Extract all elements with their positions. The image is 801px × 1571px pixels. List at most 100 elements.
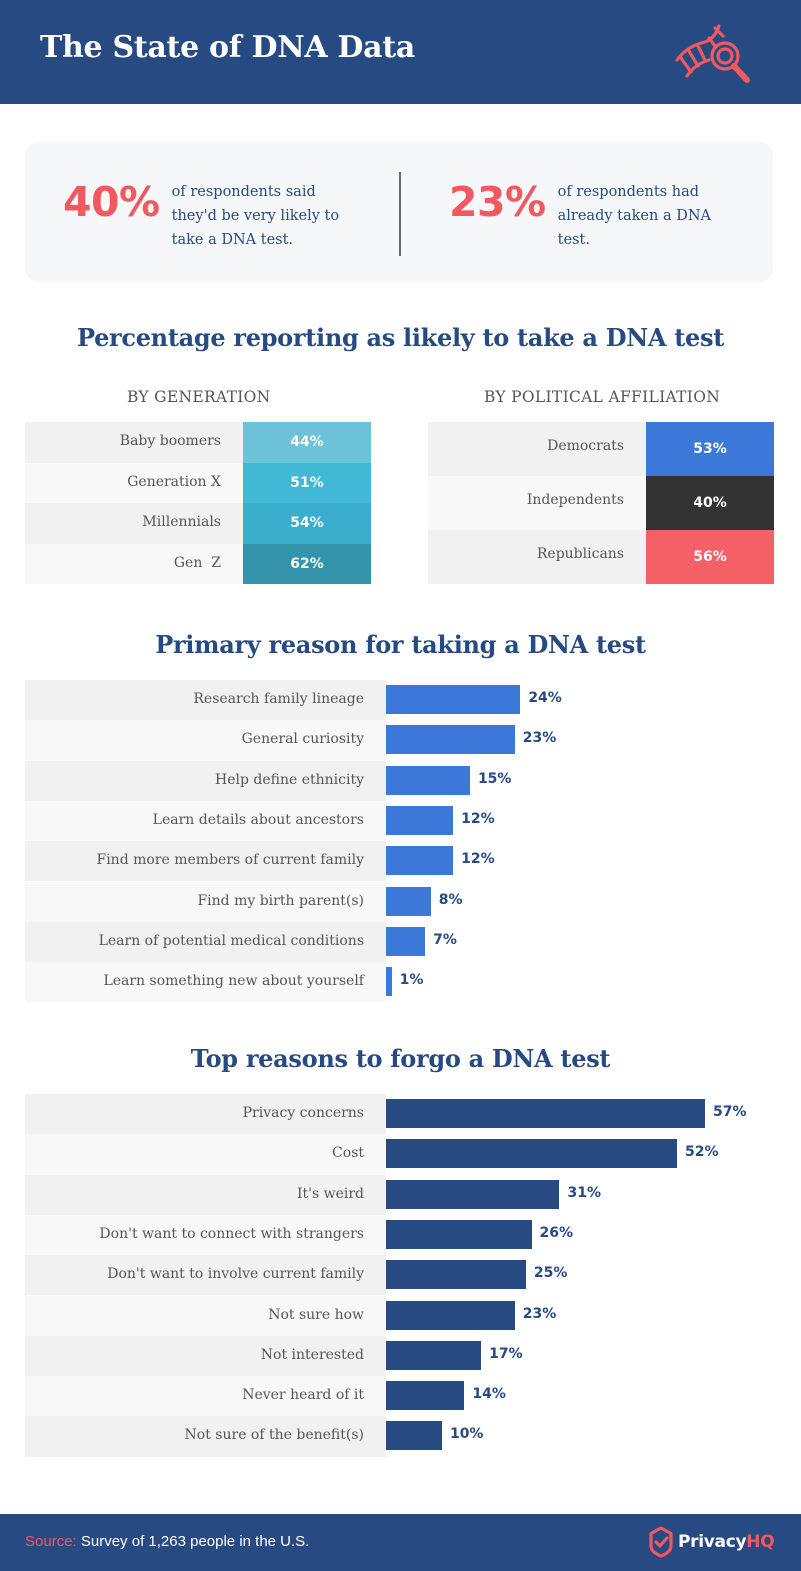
primary-reason-value-label: 12% — [461, 810, 495, 827]
forgo-reason-label: Don't want to connect with strangers — [99, 1225, 364, 1242]
primary-reason-label: General curiosity — [241, 731, 364, 748]
primary-reason-row — [25, 841, 386, 882]
primary-reason-bar — [386, 765, 470, 795]
forgo-reason-value-label: 25% — [533, 1265, 568, 1282]
generation-value-cell: 62% — [243, 543, 371, 584]
forgo-reason-bar — [386, 1421, 442, 1451]
logo-accent-text: HQ — [746, 1532, 775, 1552]
page-title: The State of DNA Data — [40, 30, 415, 65]
privacyhq-logo: PrivacyHQ — [648, 1526, 775, 1558]
forgo-reason-row — [25, 1255, 386, 1296]
primary-reason-value-label: 12% — [461, 851, 495, 868]
forgo-reason-label: It's weird — [296, 1185, 364, 1202]
forgo-reason-row — [25, 1295, 386, 1336]
generation-row — [25, 462, 243, 503]
primary-reason-bar — [386, 886, 431, 916]
primary-reason-value-label: 24% — [528, 690, 562, 706]
forgo-reason-row — [25, 1376, 386, 1417]
logo-main-text: Privacy — [678, 1532, 747, 1552]
primary-reason-row — [25, 921, 386, 963]
forgo-reason-value-label: 23% — [522, 1305, 557, 1322]
forgo-reason-value-label: 52% — [685, 1144, 719, 1161]
stat-description: of respondents had already taken a DNA t… — [557, 184, 711, 248]
political-value-cell: 40% — [646, 476, 774, 530]
political-row — [428, 422, 646, 476]
forgo-reason-value-label: 57% — [713, 1104, 747, 1120]
source-text: Survey of 1,263 people in the U.S. — [76, 1533, 310, 1550]
forgo-reason-label: Not interested — [260, 1346, 364, 1363]
primary-reason-value-label: 23% — [522, 730, 557, 747]
forgo-reason-value-label: 14% — [472, 1386, 506, 1403]
stat-description: of respondents said they'd be very likel… — [171, 184, 340, 248]
forgo-reason-bar — [386, 1139, 678, 1169]
political-label: Independents — [526, 492, 624, 508]
forgo-reason-label: Not sure of the benefit(s) — [184, 1427, 364, 1444]
generation-row — [25, 543, 243, 584]
primary-reason-label: Help define ethnicity — [215, 771, 364, 788]
political-row — [428, 530, 646, 584]
forgo-reason-label: Cost — [332, 1145, 364, 1162]
generation-value-cell: 44% — [243, 422, 371, 463]
stat-divider — [399, 172, 401, 256]
political-value-cell: 53% — [646, 422, 774, 476]
footer: Source: Survey of 1,263 people in the U.… — [0, 1514, 801, 1571]
primary-reason-row — [25, 680, 386, 721]
forgo-reason-bar — [386, 1179, 560, 1209]
political-label: Democrats — [547, 438, 624, 454]
generation-label: Gen Z — [173, 554, 221, 571]
forgo-reason-bar — [386, 1300, 515, 1330]
primary-reason-bar — [386, 926, 426, 956]
forgo-reason-row — [25, 1416, 386, 1457]
logo-wordmark: PrivacyHQ — [678, 1532, 775, 1552]
generation-row — [25, 422, 243, 463]
dna-magnifier-icon — [675, 24, 750, 83]
section-title-likely: Percentage reporting as likely to take a… — [76, 323, 725, 352]
forgo-reason-bar — [386, 1219, 532, 1249]
primary-reason-value-label: 1% — [399, 972, 424, 989]
forgo-reason-value-label: 10% — [449, 1426, 484, 1443]
stat-likely-to-test: 40% of respondents said they'd be very l… — [63, 178, 362, 252]
primary-reason-label: Find more members of current family — [96, 852, 364, 869]
source-note: Source: Survey of 1,263 people in the U.… — [25, 1533, 309, 1550]
primary-reason-bar — [386, 685, 521, 714]
primary-reason-row — [25, 962, 386, 1003]
forgo-reason-label: Privacy concerns — [242, 1105, 364, 1121]
political-row — [428, 476, 646, 530]
generation-label: Generation X — [127, 473, 221, 490]
primary-reason-value-label: 15% — [477, 770, 512, 787]
generation-label: Baby boomers — [119, 433, 221, 449]
stat-value: 23% — [449, 178, 546, 226]
primary-reason-row — [25, 720, 386, 761]
primary-reason-row — [25, 800, 386, 842]
forgo-reason-label: Never heard of it — [242, 1387, 364, 1404]
primary-reason-label: Find my birth parent(s) — [197, 892, 364, 909]
section-title-forgo: Top reasons to forgo a DNA test — [190, 1044, 611, 1073]
generation-label: Millennials — [142, 514, 221, 530]
forgo-reason-label: Don't want to involve current family — [107, 1266, 364, 1283]
shield-check-icon — [649, 1526, 673, 1558]
forgo-reason-bar — [386, 1099, 705, 1128]
primary-reason-row — [25, 881, 386, 922]
key-stats-card: 40% of respondents said they'd be very l… — [25, 142, 773, 282]
generation-row — [25, 503, 243, 544]
forgo-reason-row — [25, 1214, 386, 1256]
forgo-reason-row — [25, 1335, 386, 1377]
primary-reason-label: Research family lineage — [193, 691, 364, 707]
subtitle-by-generation: BY GENERATION — [127, 388, 271, 406]
header-banner: The State of DNA Data — [0, 0, 801, 104]
primary-reason-bar — [386, 805, 454, 835]
forgo-reason-row — [25, 1134, 386, 1175]
forgo-reason-bar — [386, 1381, 465, 1411]
forgo-reason-value-label: 17% — [489, 1345, 523, 1362]
primary-reason-bar — [386, 725, 515, 755]
forgo-reason-row — [25, 1094, 386, 1135]
forgo-reason-value-label: 31% — [567, 1184, 601, 1201]
forgo-reason-row — [25, 1174, 386, 1215]
primary-reason-label: Learn details about ancestors — [152, 811, 364, 828]
primary-reason-row — [25, 760, 386, 801]
primary-reason-value-label: 7% — [433, 931, 457, 948]
political-label: Republicans — [536, 546, 624, 562]
subtitle-by-political: BY POLITICAL AFFILIATION — [484, 388, 721, 406]
stat-value: 40% — [63, 178, 160, 226]
primary-reason-label: Learn something new about yourself — [103, 973, 364, 990]
